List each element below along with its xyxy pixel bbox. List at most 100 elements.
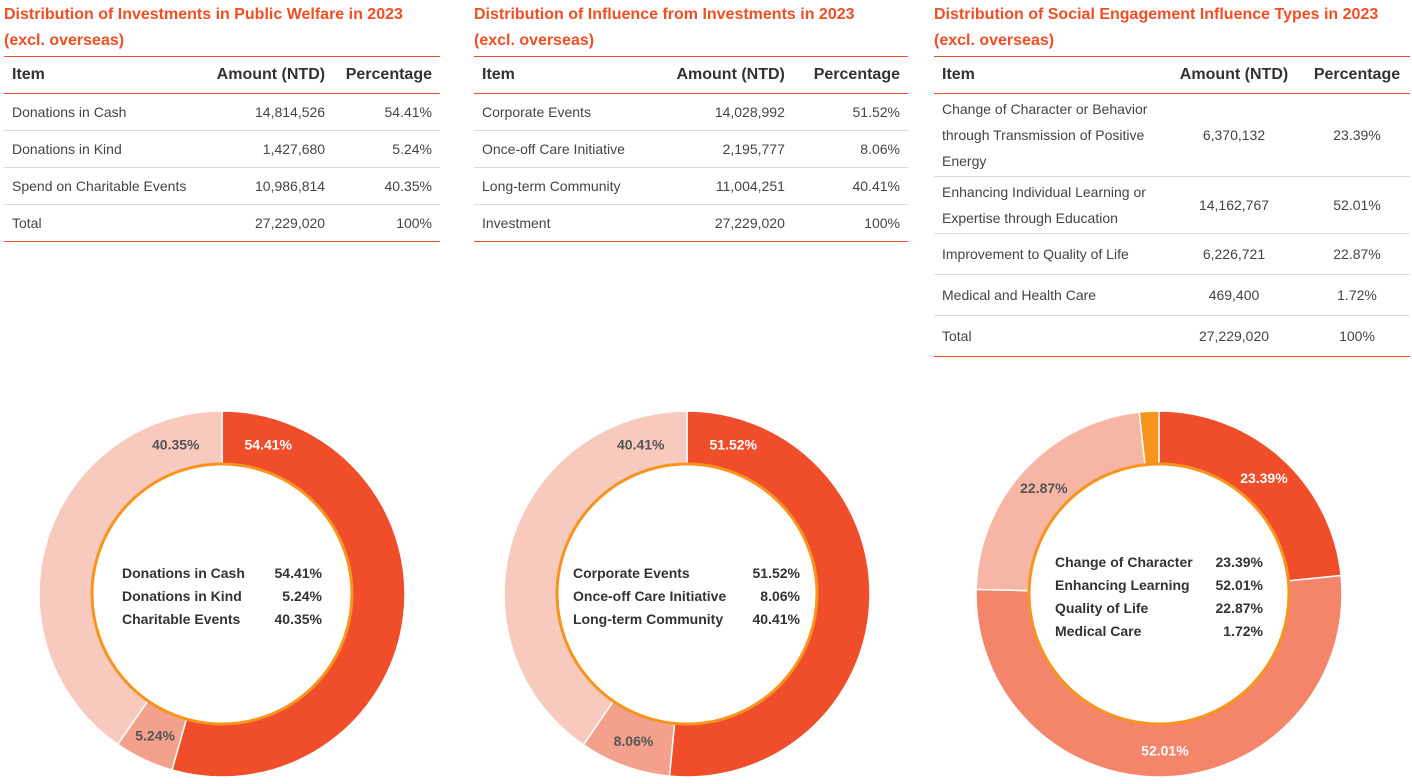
table-header-row: Item Amount (NTD) Percentage	[474, 56, 908, 94]
donut-chart-2: 51.52% 8.06% 40.41% Corporate Events 51.52% O…	[503, 410, 871, 778]
table-title: Distribution of Influence from Investmen…	[474, 2, 908, 56]
cell-amount: 14,028,992	[652, 93, 793, 131]
cell-amount: 2,195,777	[652, 130, 793, 168]
legend-label: Long-term Community	[573, 611, 723, 627]
legend-label: Donations in Kind	[122, 588, 242, 604]
cell-amount: 10,986,814	[203, 167, 334, 205]
header-percentage: Percentage	[1304, 56, 1410, 94]
cell-item: Long-term Community	[474, 167, 653, 205]
cell-amount: 27,229,020	[203, 204, 334, 242]
cell-item: Investment	[474, 204, 653, 242]
slice-label: 40.35%	[152, 436, 200, 452]
cell-percentage: 100%	[792, 204, 908, 242]
slice-label: 52.01%	[1141, 742, 1189, 758]
slice-label: 22.87%	[1020, 480, 1068, 496]
table-row: Donations in Cash 14,814,526 54.41%	[4, 93, 440, 131]
cell-percentage: 40.35%	[333, 167, 440, 205]
slice-label: 51.52%	[710, 436, 758, 452]
legend-value: 54.41%	[275, 565, 323, 581]
slice-label: 40.41%	[617, 436, 665, 452]
cell-item: Corporate Events	[474, 93, 653, 131]
cell-amount: 1,427,680	[203, 130, 334, 168]
cell-item: Enhancing Individual Learning or Experti…	[934, 176, 1164, 234]
header-item: Item	[934, 56, 1164, 94]
legend-label: Donations in Cash	[122, 565, 245, 581]
panel-public-welfare: Distribution of Investments in Public We…	[4, 0, 440, 242]
legend-value: 23.39%	[1216, 554, 1264, 570]
table-row: Once-off Care Initiative 2,195,777 8.06%	[474, 130, 908, 168]
donut-chart-1: 54.41% 5.24% 40.35% Donations in Cash 54.41%…	[38, 410, 406, 778]
cell-percentage: 51.52%	[792, 93, 908, 131]
legend-label: Medical Care	[1055, 623, 1142, 639]
cell-percentage: 23.39%	[1304, 93, 1410, 177]
title-line-1: Distribution of Social Engagement Influe…	[934, 6, 1379, 23]
legend-label: Enhancing Learning	[1055, 577, 1190, 593]
table-row: Donations in Kind 1,427,680 5.24%	[4, 130, 440, 168]
data-table: Item Amount (NTD) Percentage Corporate E…	[474, 56, 908, 242]
cell-item: Once-off Care Initiative	[474, 130, 653, 168]
legend-value: 52.01%	[1216, 577, 1264, 593]
legend-value: 40.41%	[753, 611, 801, 627]
table-row: Medical and Health Care 469,400 1.72%	[934, 274, 1410, 316]
header-percentage: Percentage	[333, 56, 440, 94]
cell-percentage: 1.72%	[1304, 274, 1410, 316]
cell-percentage: 8.06%	[792, 130, 908, 168]
legend-value: 8.06%	[760, 588, 800, 604]
donut-hole	[90, 462, 354, 726]
table-row-total: Total 27,229,020 100%	[4, 204, 440, 242]
cell-amount: 469,400	[1164, 274, 1304, 316]
legend-value: 22.87%	[1216, 600, 1264, 616]
table-row: Enhancing Individual Learning or Experti…	[934, 176, 1410, 234]
donut-hole	[555, 462, 819, 726]
legend-label: Corporate Events	[573, 565, 690, 581]
cell-item: Spend on Charitable Events	[4, 167, 203, 205]
cell-item: Total	[934, 315, 1164, 357]
table-row: Corporate Events 14,028,992 51.52%	[474, 93, 908, 131]
table-header-row: Item Amount (NTD) Percentage	[4, 56, 440, 94]
cell-item: Donations in Cash	[4, 93, 203, 131]
cell-item: Change of Character or Behavior through …	[934, 93, 1164, 177]
cell-item: Donations in Kind	[4, 130, 203, 168]
panel-influence-investments: Distribution of Influence from Investmen…	[474, 0, 908, 242]
cell-amount: 6,226,721	[1164, 233, 1304, 275]
header-percentage: Percentage	[792, 56, 908, 94]
title-line-2: (excl. overseas)	[934, 32, 1055, 49]
legend-label: Change of Character	[1055, 554, 1193, 570]
legend-value: 5.24%	[282, 588, 322, 604]
cell-percentage: 40.41%	[792, 167, 908, 205]
table-header-row: Item Amount (NTD) Percentage	[934, 56, 1410, 94]
cell-item: Improvement to Quality of Life	[934, 233, 1164, 275]
legend-value: 40.35%	[275, 611, 323, 627]
table-row: Improvement to Quality of Life 6,226,721…	[934, 233, 1410, 275]
legend-label: Charitable Events	[122, 611, 240, 627]
cell-percentage: 100%	[1304, 315, 1410, 357]
table-row: Change of Character or Behavior through …	[934, 93, 1410, 177]
cell-item: Medical and Health Care	[934, 274, 1164, 316]
table-row: Long-term Community 11,004,251 40.41%	[474, 167, 908, 205]
header-amount: Amount (NTD)	[652, 56, 793, 94]
data-table: Item Amount (NTD) Percentage Change of C…	[934, 56, 1410, 357]
legend-value: 1.72%	[1223, 623, 1263, 639]
header-amount: Amount (NTD)	[1164, 56, 1304, 94]
header-item: Item	[4, 56, 203, 94]
table-row: Spend on Charitable Events 10,986,814 40…	[4, 167, 440, 205]
cell-amount: 14,162,767	[1164, 176, 1304, 234]
table-title: Distribution of Investments in Public We…	[4, 2, 440, 56]
title-line-2: (excl. overseas)	[474, 32, 595, 49]
slice-label: 54.41%	[245, 436, 293, 452]
legend-label: Quality of Life	[1055, 600, 1149, 616]
title-line-1: Distribution of Influence from Investmen…	[474, 6, 855, 23]
cell-percentage: 54.41%	[333, 93, 440, 131]
title-line-1: Distribution of Investments in Public We…	[4, 6, 403, 23]
legend-value: 51.52%	[753, 565, 801, 581]
legend-label: Once-off Care Initiative	[573, 588, 726, 604]
table-row-total: Total 27,229,020 100%	[934, 315, 1410, 357]
cell-percentage: 5.24%	[333, 130, 440, 168]
table-row-total: Investment 27,229,020 100%	[474, 204, 908, 242]
cell-item: Total	[4, 204, 203, 242]
header-item: Item	[474, 56, 653, 94]
cell-amount: 11,004,251	[652, 167, 793, 205]
data-table: Item Amount (NTD) Percentage Donations i…	[4, 56, 440, 242]
header-amount: Amount (NTD)	[203, 56, 334, 94]
